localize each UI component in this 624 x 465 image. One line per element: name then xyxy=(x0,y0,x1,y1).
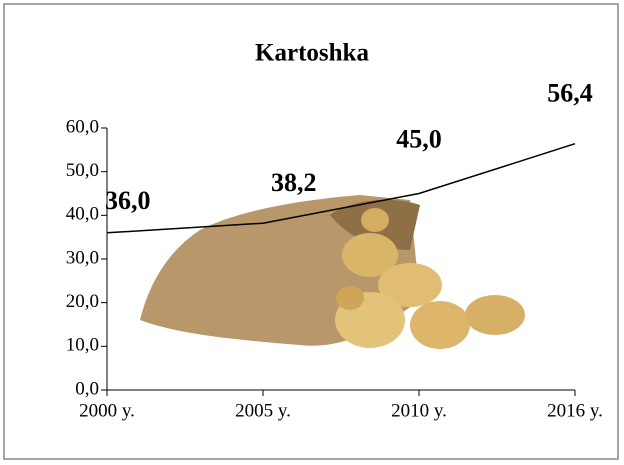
x-tick-label: 2016 y. xyxy=(547,400,603,421)
x-tick-label: 2005 y. xyxy=(235,400,291,421)
data-label: 36,0 xyxy=(105,186,151,215)
potato xyxy=(465,295,525,335)
potato xyxy=(361,208,389,232)
y-tick-label: 60,0 xyxy=(66,116,99,137)
y-tick-label: 20,0 xyxy=(66,291,99,312)
chart: Kartoshka 0,0 10,0 20,0 30,0 40,0 50,0 60,0 200… xyxy=(0,0,624,465)
data-label: 56,4 xyxy=(547,79,593,108)
y-tick-label: 10,0 xyxy=(66,335,99,356)
x-tick-label: 2000 y. xyxy=(79,400,135,421)
potato xyxy=(410,301,470,349)
y-tick-label: 30,0 xyxy=(66,247,99,268)
data-label: 38,2 xyxy=(271,168,317,197)
chart-title: Kartoshka xyxy=(255,40,369,67)
data-label: 45,0 xyxy=(396,124,442,153)
y-tick-label: 0,0 xyxy=(75,378,99,399)
x-tick-label: 2010 y. xyxy=(391,400,447,421)
y-tick-label: 50,0 xyxy=(66,160,99,181)
potato xyxy=(336,286,364,310)
y-tick-label: 40,0 xyxy=(66,204,99,225)
